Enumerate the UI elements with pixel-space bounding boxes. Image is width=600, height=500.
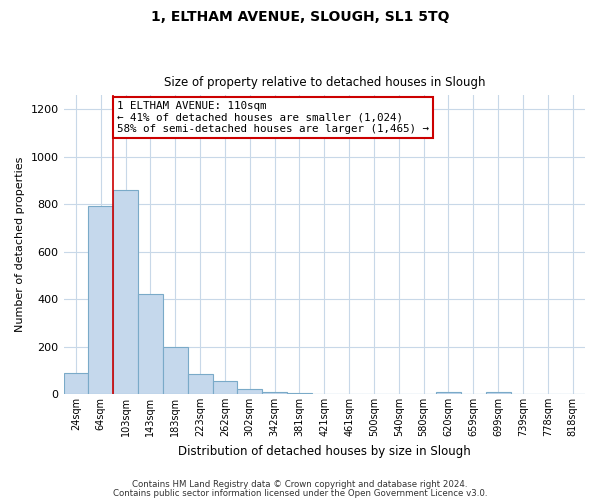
Bar [64, 372, 88, 394]
Bar [88, 206, 113, 394]
Text: Contains HM Land Registry data © Crown copyright and database right 2024.: Contains HM Land Registry data © Crown c… [132, 480, 468, 489]
X-axis label: Distribution of detached houses by size in Slough: Distribution of detached houses by size … [178, 444, 470, 458]
Bar [188, 374, 212, 394]
Y-axis label: Number of detached properties: Number of detached properties [15, 156, 25, 332]
Bar [138, 294, 163, 394]
Bar [436, 392, 461, 394]
Bar [485, 392, 511, 394]
Bar [163, 346, 188, 394]
Text: 1, ELTHAM AVENUE, SLOUGH, SL1 5TQ: 1, ELTHAM AVENUE, SLOUGH, SL1 5TQ [151, 10, 449, 24]
Bar [238, 390, 262, 394]
Title: Size of property relative to detached houses in Slough: Size of property relative to detached ho… [164, 76, 485, 90]
Text: Contains public sector information licensed under the Open Government Licence v3: Contains public sector information licen… [113, 489, 487, 498]
Text: 1 ELTHAM AVENUE: 110sqm
← 41% of detached houses are smaller (1,024)
58% of semi: 1 ELTHAM AVENUE: 110sqm ← 41% of detache… [117, 101, 429, 134]
Bar [212, 381, 238, 394]
Bar [113, 190, 138, 394]
Bar [262, 392, 287, 394]
